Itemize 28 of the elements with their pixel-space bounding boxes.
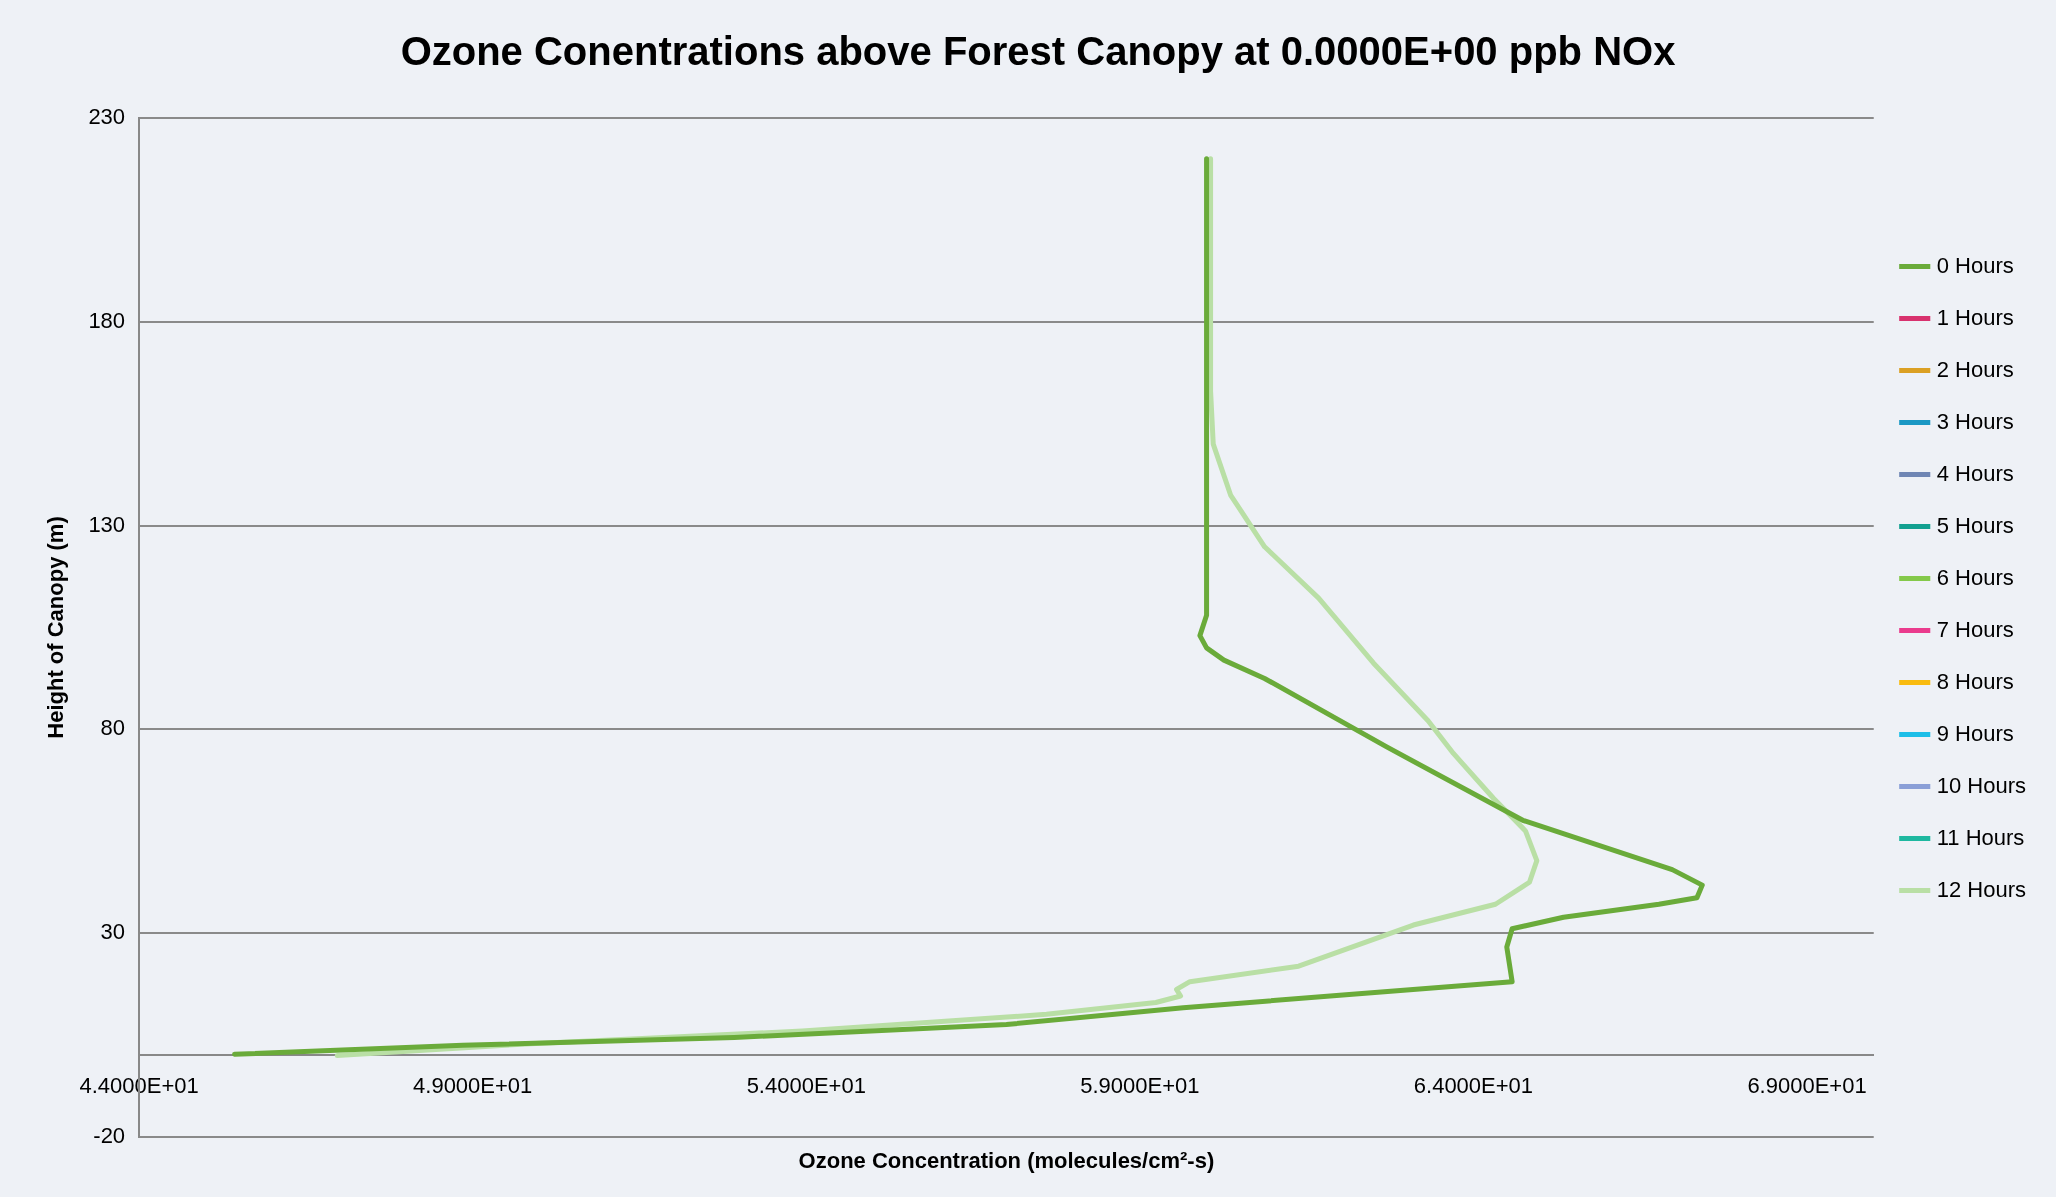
y-tick-label: 30 <box>100 919 126 945</box>
chart-title: Ozone Conentrations above Forest Canopy at 0.0000E+00 ppb NOx <box>400 29 1676 74</box>
legend-label: 3 Hours <box>1936 408 2014 434</box>
x-tick-label: 5.9000E+01 <box>1080 1072 1200 1098</box>
y-tick-label: 230 <box>88 104 126 130</box>
legend-label: 6 Hours <box>1936 564 2014 590</box>
y-tick-label: 180 <box>88 307 126 333</box>
y-tick-label: -20 <box>93 1123 126 1149</box>
x-axis-title: Ozone Concentration (molecules/cm²-s) <box>798 1148 1215 1174</box>
x-tick-label: 4.9000E+01 <box>413 1072 533 1098</box>
x-tick-label: 6.4000E+01 <box>1413 1072 1534 1098</box>
x-tick-label: 6.9000E+01 <box>1747 1072 1867 1098</box>
y-axis-title: Height of Canopy (m) <box>43 516 69 739</box>
legend-label: 11 Hours <box>1936 824 2025 850</box>
legend-label: 4 Hours <box>1936 460 2014 486</box>
legend-label: 9 Hours <box>1936 720 2014 746</box>
legend-label: 0 Hours <box>1936 252 2014 278</box>
y-tick-label: 130 <box>88 511 126 537</box>
legend-label: 8 Hours <box>1936 668 2014 694</box>
legend-label: 2 Hours <box>1936 356 2014 382</box>
y-tick-label: 80 <box>100 715 126 741</box>
legend-label: 12 Hours <box>1936 876 2027 902</box>
x-tick-label: 4.4000E+01 <box>79 1072 199 1098</box>
legend-label: 5 Hours <box>1936 512 2014 538</box>
legend-label: 1 Hours <box>1936 304 2014 330</box>
legend-label: 10 Hours <box>1936 772 2027 798</box>
x-tick-label: 5.4000E+01 <box>746 1072 866 1098</box>
legend-label: 7 Hours <box>1936 616 2014 642</box>
